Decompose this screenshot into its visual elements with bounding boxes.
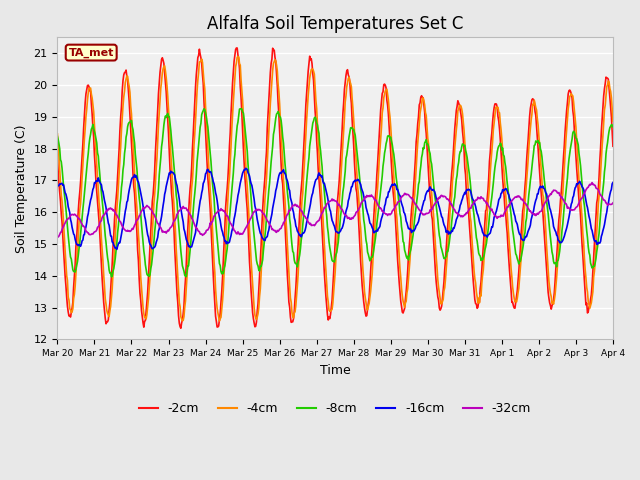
Text: TA_met: TA_met: [68, 48, 114, 58]
Y-axis label: Soil Temperature (C): Soil Temperature (C): [15, 124, 28, 252]
Legend: -2cm, -4cm, -8cm, -16cm, -32cm: -2cm, -4cm, -8cm, -16cm, -32cm: [134, 397, 536, 420]
X-axis label: Time: Time: [320, 363, 351, 377]
Title: Alfalfa Soil Temperatures Set C: Alfalfa Soil Temperatures Set C: [207, 15, 463, 33]
